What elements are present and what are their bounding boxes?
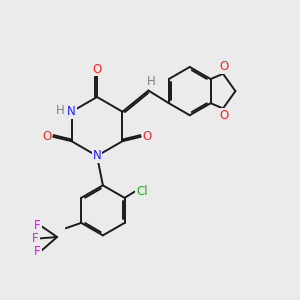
Text: N: N [93,149,101,162]
Text: O: O [42,130,51,143]
Text: O: O [92,62,102,76]
Text: O: O [220,109,229,122]
Text: Cl: Cl [136,185,148,198]
Text: F: F [32,232,39,245]
Text: F: F [34,219,41,232]
Text: H: H [147,75,156,88]
Text: F: F [34,244,41,258]
Text: N: N [67,105,76,118]
Text: O: O [220,60,229,73]
Text: O: O [142,130,152,143]
Text: H: H [56,104,65,117]
